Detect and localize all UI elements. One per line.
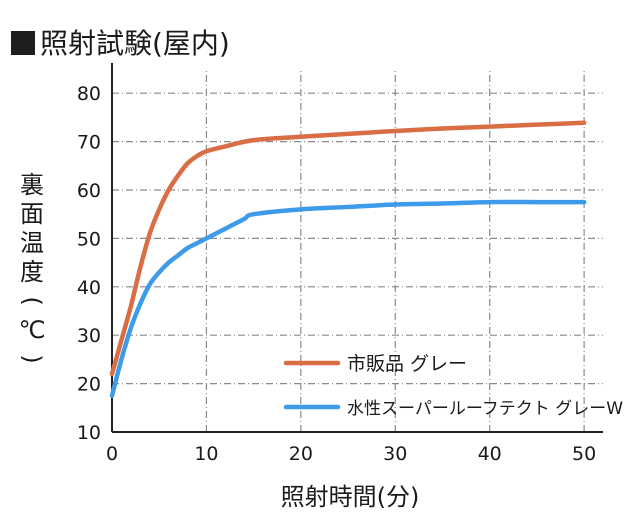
y-tick-label: 80 (77, 83, 101, 105)
series-line-1 (109, 120, 587, 377)
y-tick-label: 60 (77, 180, 101, 202)
y-tick-label: 40 (77, 277, 101, 299)
x-axis-label: 照射時間(分) (281, 483, 420, 511)
chart-title: 照射試験(屋内) (40, 27, 230, 60)
y-axis-label-char: ) (18, 354, 46, 363)
y-tick-labels: 10 20 30 40 50 60 70 80 (77, 83, 101, 444)
x-tick-label: 0 (106, 443, 118, 465)
x-tick-label: 10 (194, 443, 218, 465)
y-tick-label: 30 (77, 325, 101, 347)
y-axis-label-char: ℃ (19, 316, 46, 344)
y-tick-label: 10 (77, 422, 101, 444)
series-line-2 (109, 199, 587, 398)
y-axis-label-char: 温 (20, 229, 44, 257)
x-tick-label: 50 (572, 443, 596, 465)
legend-label-1: 市販品 グレー (347, 353, 467, 375)
x-tick-label: 30 (383, 443, 407, 465)
grid (112, 69, 603, 432)
title-square-icon (11, 31, 35, 55)
y-tick-label: 20 (77, 374, 101, 396)
y-tick-label: 70 (77, 132, 101, 154)
legend-label-2: 水性スーパールーフテクト グレーW (347, 399, 623, 419)
series-lines (109, 120, 587, 398)
y-axis-label-char: 裏 (20, 171, 44, 199)
y-axis-label-char: 度 (20, 258, 44, 286)
x-tick-label: 20 (289, 443, 313, 465)
x-tick-label: 40 (478, 443, 502, 465)
y-tick-label: 50 (77, 228, 101, 250)
y-axis-label-char: 面 (20, 200, 44, 228)
y-axis-label-char: ( (18, 296, 46, 305)
x-tick-labels: 0 10 20 30 40 50 (106, 443, 596, 465)
